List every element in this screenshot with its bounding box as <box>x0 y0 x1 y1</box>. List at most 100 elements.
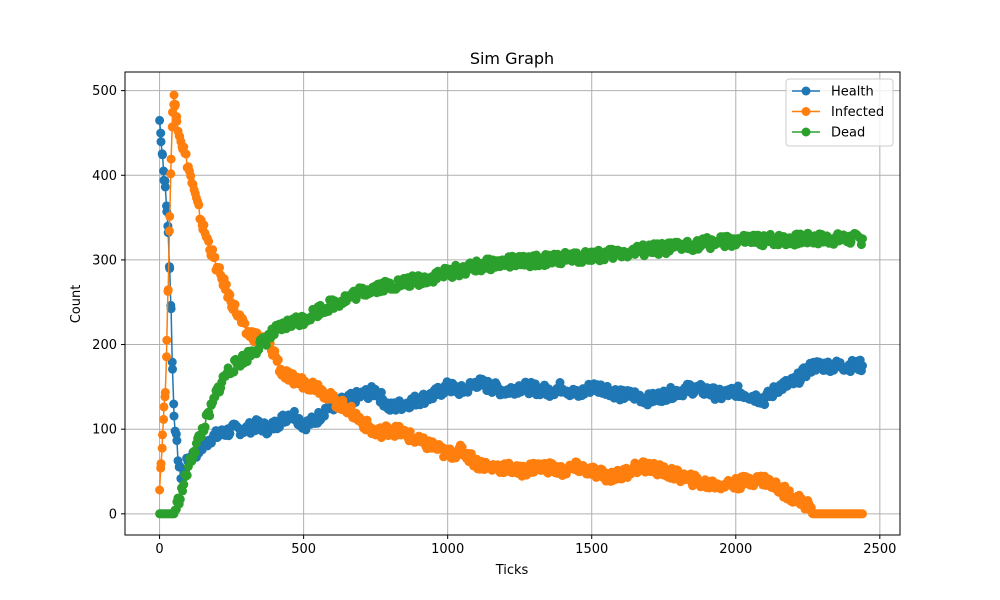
data-point <box>553 249 563 259</box>
plot-series <box>155 90 867 519</box>
data-point <box>160 182 170 192</box>
legend-swatch-marker <box>801 86 811 96</box>
data-point <box>175 461 185 471</box>
data-point <box>172 116 182 126</box>
data-point <box>169 90 179 100</box>
y-tick-label: 100 <box>92 423 117 438</box>
x-tick-label: 500 <box>291 542 316 557</box>
data-point <box>858 234 867 244</box>
data-point <box>168 364 177 374</box>
data-point <box>156 137 166 147</box>
legend-item-health: Health <box>792 85 874 100</box>
legend: Health Infected Dead <box>785 78 894 147</box>
data-point <box>160 387 170 397</box>
data-point <box>771 477 781 487</box>
data-point <box>254 345 264 355</box>
legend-item-dead: Dead <box>792 126 865 141</box>
data-point <box>524 389 534 399</box>
data-point <box>172 436 182 446</box>
x-tick-label: 1500 <box>575 542 608 557</box>
series-health <box>155 115 867 484</box>
data-point <box>165 211 175 221</box>
x-tick-label: 0 <box>155 542 163 557</box>
legend-box <box>785 78 894 147</box>
data-point <box>162 335 172 345</box>
data-point <box>225 290 235 300</box>
data-point <box>261 340 271 350</box>
data-point <box>179 480 189 489</box>
data-point <box>200 422 210 432</box>
data-point <box>199 220 209 230</box>
plot-frame <box>124 71 901 536</box>
data-point <box>159 166 169 176</box>
data-point <box>229 367 239 377</box>
data-point <box>181 149 191 159</box>
legend-swatch-marker <box>801 127 811 137</box>
data-point <box>170 99 180 109</box>
data-point <box>289 406 299 416</box>
data-point <box>208 245 218 255</box>
data-point <box>175 494 185 504</box>
data-point <box>162 352 171 362</box>
x-axis-label: Ticks <box>495 563 529 578</box>
data-point <box>230 299 240 309</box>
data-point <box>760 400 770 410</box>
data-point <box>215 263 224 273</box>
data-point <box>376 387 386 397</box>
legend-label: Health <box>831 85 874 100</box>
data-point <box>858 509 867 519</box>
data-point <box>190 447 200 457</box>
data-point <box>171 429 181 439</box>
chart-title: Sim Graph <box>470 49 554 68</box>
data-point <box>157 443 167 453</box>
data-point <box>159 402 169 412</box>
data-point <box>158 430 167 440</box>
legend-item-infected: Infected <box>792 105 884 120</box>
data-point <box>194 200 204 210</box>
legend-label: Infected <box>831 105 884 120</box>
y-tick-label: 0 <box>109 507 117 522</box>
series-dead <box>155 228 867 519</box>
y-tick-label: 500 <box>92 84 117 99</box>
y-tick-label: 400 <box>92 169 117 184</box>
data-point <box>319 411 329 421</box>
data-point <box>155 485 165 495</box>
data-point <box>273 355 283 365</box>
data-point <box>166 154 176 164</box>
data-point <box>163 285 173 295</box>
data-point <box>155 115 165 125</box>
data-point <box>164 226 174 236</box>
legend-label: Dead <box>831 126 865 141</box>
y-tick-label: 200 <box>92 338 117 353</box>
x-tick-label: 1000 <box>431 542 464 557</box>
data-point <box>483 376 493 386</box>
series-infected <box>155 90 867 519</box>
data-point <box>733 381 743 391</box>
data-point <box>186 171 196 181</box>
data-point <box>169 399 179 409</box>
x-tick-label: 2000 <box>719 542 752 557</box>
data-point <box>221 279 231 289</box>
data-point <box>166 169 176 179</box>
data-point <box>240 319 250 328</box>
data-point <box>205 411 215 421</box>
data-point <box>204 237 214 246</box>
legend-swatch-marker <box>801 107 811 116</box>
y-tick-label: 300 <box>92 253 117 268</box>
data-point <box>300 376 310 386</box>
data-point <box>784 486 794 496</box>
data-point <box>159 414 169 424</box>
data-point <box>167 357 177 367</box>
data-point <box>156 459 166 469</box>
data-point <box>166 304 176 314</box>
data-point <box>346 401 356 411</box>
data-point <box>156 128 166 138</box>
data-point <box>182 470 192 480</box>
data-point <box>210 252 220 262</box>
data-point <box>858 361 867 371</box>
y-axis-label: Count <box>69 285 84 324</box>
data-point <box>158 150 167 160</box>
x-tick-label: 2500 <box>863 542 896 557</box>
axis-ticks: 0 500 1000 1500 2000 2500 0 100 200 300 400 500 <box>92 84 896 557</box>
